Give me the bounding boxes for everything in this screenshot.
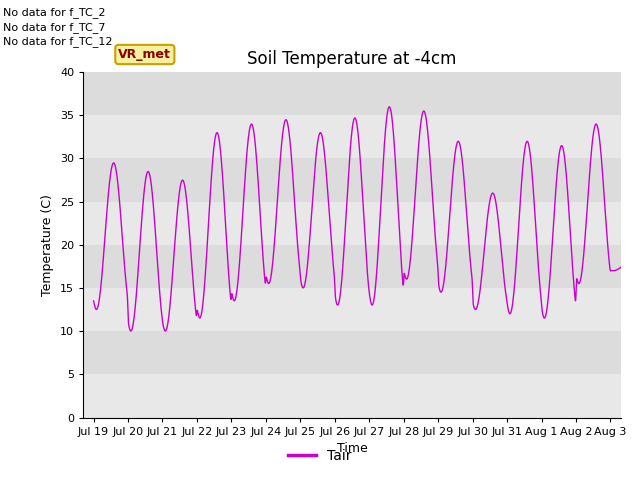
Legend: Tair: Tair: [283, 443, 357, 468]
Text: No data for f_TC_12: No data for f_TC_12: [3, 36, 113, 47]
Bar: [83, 72, 621, 115]
Bar: [83, 115, 621, 158]
Bar: [83, 288, 621, 331]
Bar: [83, 374, 621, 418]
Title: Soil Temperature at -4cm: Soil Temperature at -4cm: [247, 49, 457, 68]
Bar: [83, 331, 621, 374]
Text: No data for f_TC_2: No data for f_TC_2: [3, 7, 106, 18]
Bar: [83, 158, 621, 202]
Text: No data for f_TC_7: No data for f_TC_7: [3, 22, 106, 33]
Y-axis label: Temperature (C): Temperature (C): [42, 194, 54, 296]
X-axis label: Time: Time: [337, 442, 367, 455]
Text: VR_met: VR_met: [118, 48, 172, 61]
Bar: [83, 245, 621, 288]
Bar: [83, 202, 621, 245]
